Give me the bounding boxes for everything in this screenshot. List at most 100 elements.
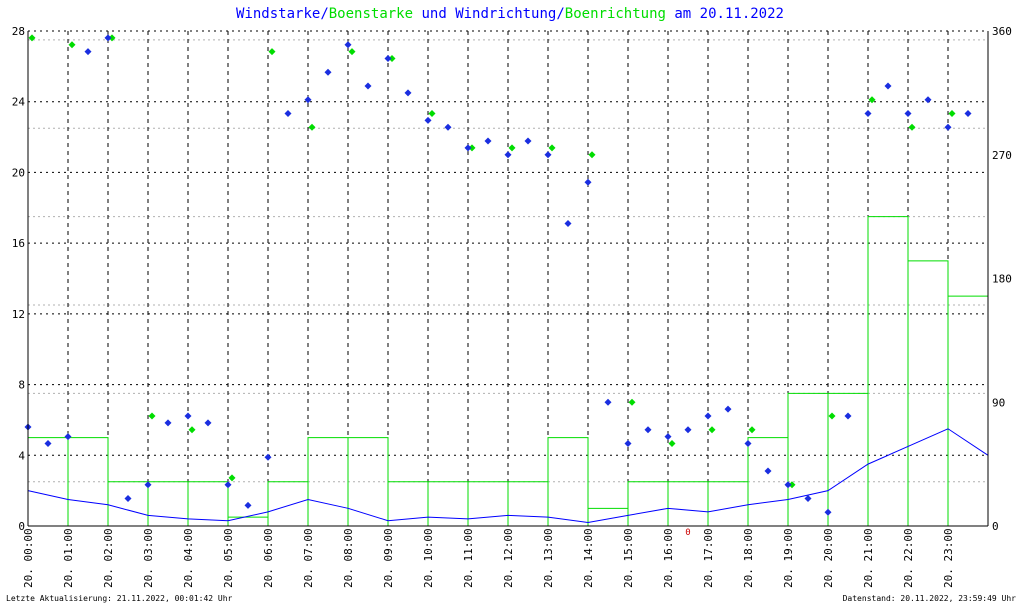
x-tick-label: 20. 22:00 bbox=[902, 528, 915, 588]
wind-direction-point bbox=[124, 495, 132, 502]
y-right-tick-label: 270 bbox=[992, 149, 1012, 162]
wind-direction-point bbox=[704, 412, 712, 420]
gust-direction-point bbox=[268, 48, 276, 56]
gust-direction-point bbox=[508, 144, 516, 152]
gust-direction-point bbox=[548, 144, 556, 152]
wind-direction-point bbox=[344, 41, 352, 49]
wind-direction-point bbox=[104, 34, 112, 42]
wind-direction-point bbox=[544, 151, 552, 159]
gust-direction-point bbox=[108, 34, 116, 42]
wind-direction-point bbox=[204, 419, 212, 427]
gust-direction-point bbox=[428, 110, 436, 117]
x-tick-label: 20. 08:00 bbox=[342, 528, 355, 588]
gust-direction-point bbox=[748, 426, 756, 434]
title-am: am bbox=[666, 6, 700, 22]
title-und: und bbox=[413, 6, 455, 22]
gust-direction-point bbox=[668, 440, 676, 447]
wind-direction-point bbox=[404, 89, 412, 97]
x-tick-label: 20. 01:00 bbox=[62, 528, 75, 588]
wind-direction-point bbox=[764, 467, 772, 475]
wind-direction-point bbox=[584, 178, 592, 186]
gust-direction-point bbox=[28, 34, 36, 42]
x-tick-label: 20. 07:00 bbox=[302, 528, 315, 588]
wind-direction-point bbox=[784, 481, 792, 489]
x-tick-label: 20. 20:00 bbox=[822, 528, 835, 588]
title-windrichtung: Windrichtung bbox=[455, 6, 556, 22]
x-tick-label: 20. 10:00 bbox=[422, 528, 435, 588]
x-tick-label: 20. 19:00 bbox=[782, 528, 795, 588]
y-right-tick-label: 360 bbox=[992, 25, 1012, 38]
x-tick-label: 20. 03:00 bbox=[142, 528, 155, 588]
wind-direction-point bbox=[944, 123, 952, 131]
wind-direction-point bbox=[844, 412, 852, 420]
wind-direction-point bbox=[44, 440, 52, 447]
footer-data-state: Datenstand: 20.11.2022, 23:59:49 Uhr bbox=[843, 594, 1017, 603]
gust-direction-point bbox=[788, 481, 796, 489]
x-tick-label: 20. 17:00 bbox=[702, 528, 715, 588]
title-boenstarke: Boenstarke bbox=[329, 6, 413, 22]
midnight-marker: 0 bbox=[685, 528, 690, 538]
wind-direction-point bbox=[884, 82, 892, 90]
wind-direction-point bbox=[224, 481, 232, 489]
grid bbox=[28, 31, 988, 526]
x-tick-label: 20. 05:00 bbox=[222, 528, 235, 588]
x-tick-label: 20. 11:00 bbox=[462, 528, 475, 588]
x-tick-label: 20. 02:00 bbox=[102, 528, 115, 588]
gust-direction-point bbox=[588, 151, 596, 159]
title-sep2: / bbox=[556, 6, 564, 22]
gust-direction-point bbox=[948, 110, 956, 117]
y-right-tick-label: 0 bbox=[992, 520, 999, 533]
axes bbox=[27, 30, 989, 527]
wind-direction-point bbox=[724, 405, 732, 413]
wind-direction-point bbox=[384, 55, 392, 62]
x-tick-label: 20. 13:00 bbox=[542, 528, 555, 588]
gust-direction-point bbox=[708, 426, 716, 434]
tick-labels: 0 0 4 8 12 16 20 24 28 0 90 180 270 360 20. 00:00 20. 0… bbox=[12, 25, 1012, 588]
y-right-tick-label: 180 bbox=[992, 273, 1012, 286]
wind-direction-point bbox=[244, 501, 252, 509]
gust-direction-point bbox=[68, 41, 76, 49]
wind-direction-point bbox=[164, 419, 172, 427]
y-left-tick-label: 8 bbox=[18, 379, 25, 392]
wind-series bbox=[27, 428, 989, 523]
x-tick-label: 20. 16:00 bbox=[662, 528, 675, 588]
wind-direction-point bbox=[144, 481, 152, 489]
gust-direction-point bbox=[148, 412, 156, 420]
gust-direction-point bbox=[628, 398, 636, 406]
x-tick-label: 20. 06:00 bbox=[262, 528, 275, 588]
wind-direction-point bbox=[804, 495, 812, 502]
x-tick-label: 20. 18:00 bbox=[742, 528, 755, 588]
wind-direction-point bbox=[264, 453, 272, 461]
y-left-tick-label: 28 bbox=[12, 25, 25, 38]
gust-direction-point bbox=[868, 96, 876, 104]
gust-direction-point bbox=[188, 426, 196, 434]
wind-direction-point bbox=[444, 123, 452, 131]
wind-direction-point bbox=[304, 96, 312, 104]
gust-direction-point bbox=[828, 412, 836, 420]
wind-direction-point bbox=[184, 412, 192, 420]
wind-direction-point bbox=[864, 110, 872, 117]
wind-direction-point bbox=[84, 48, 92, 56]
y-left-tick-label: 16 bbox=[12, 237, 25, 250]
x-tick-label: 20. 14:00 bbox=[582, 528, 595, 588]
gust-direction-point bbox=[468, 144, 476, 152]
gust-direction-point bbox=[308, 123, 316, 131]
gust-direction-point bbox=[908, 123, 916, 131]
title-sep1: / bbox=[320, 6, 328, 22]
title-boenrichtung: Boenrichtung bbox=[565, 6, 666, 22]
x-tick-label: 20. 23:00 bbox=[942, 528, 955, 588]
wind-direction-point bbox=[504, 151, 512, 159]
x-tick-label: 20. 00:00 bbox=[22, 528, 35, 588]
title-windstarke: Windstarke bbox=[236, 6, 320, 22]
title-date: 20.11.2022 bbox=[700, 6, 784, 22]
wind-direction-point bbox=[644, 426, 652, 434]
wind-direction-point bbox=[64, 433, 72, 441]
wind-direction-point bbox=[284, 110, 292, 117]
y-left-tick-label: 20 bbox=[12, 166, 25, 179]
wind-direction-point bbox=[364, 82, 372, 90]
chart-title: Windstarke/Boenstarke und Windrichtung/B… bbox=[236, 6, 784, 22]
y-left-tick-label: 24 bbox=[12, 96, 26, 109]
wind-direction-point bbox=[324, 68, 332, 76]
wind-direction-point bbox=[464, 144, 472, 152]
